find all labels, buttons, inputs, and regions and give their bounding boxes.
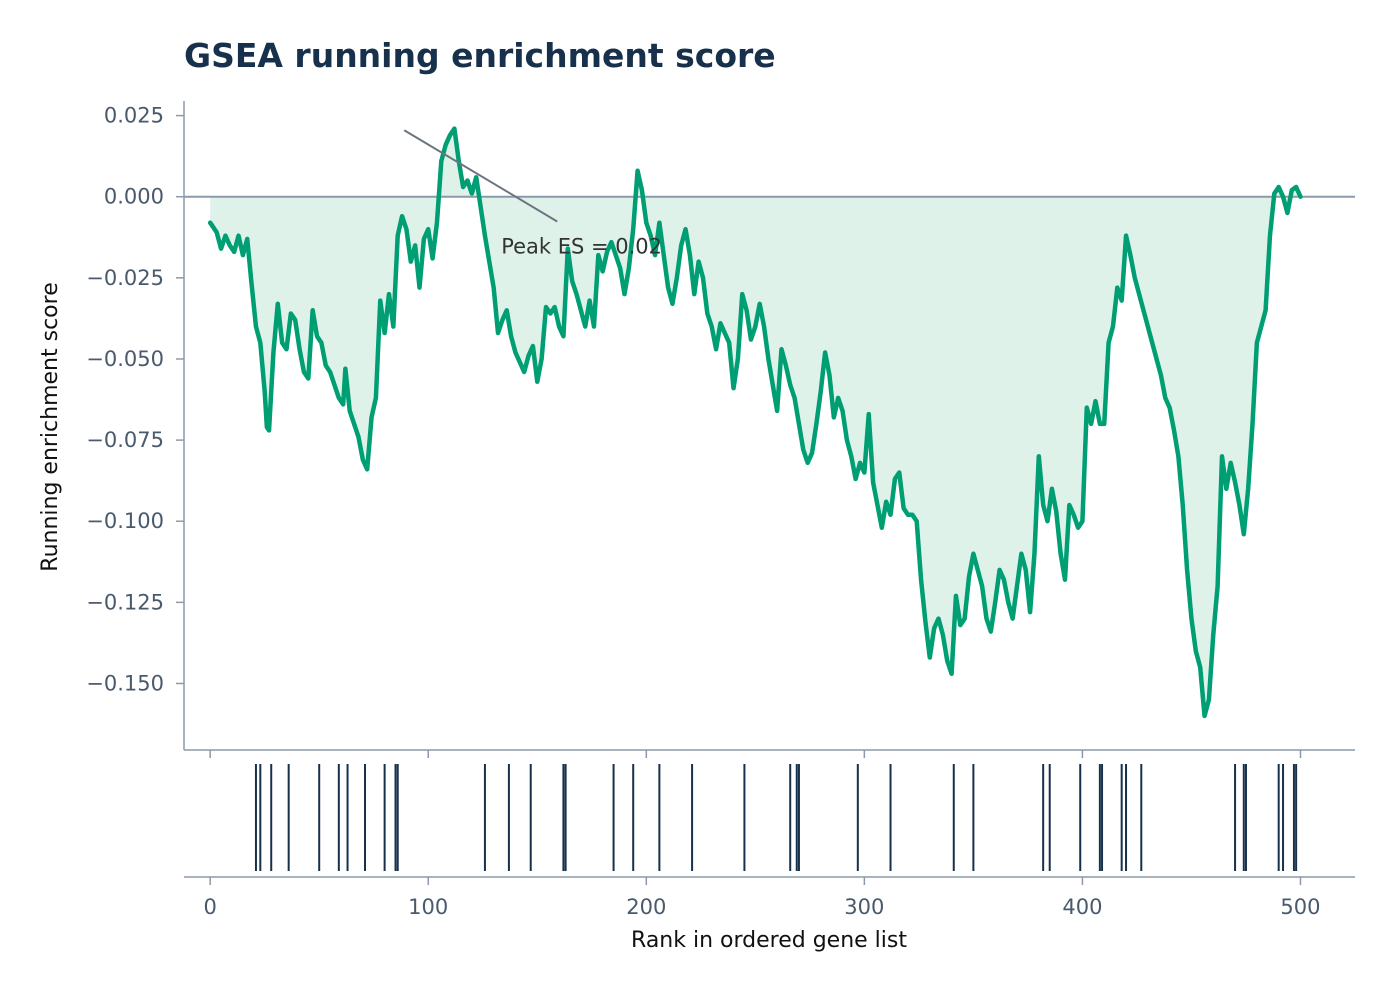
es-series-line: [207, 126, 1303, 719]
y-tick-label: −0.075: [86, 428, 164, 452]
y-tick-label: 0.000: [104, 185, 164, 209]
y-tick-label: −0.100: [86, 509, 164, 533]
peak-annotation-label: Peak ES = 0.02: [501, 235, 662, 259]
x-tick-label: 100: [408, 895, 448, 919]
enrichment-plot-area: Peak ES = 0.02 0.025 0.000 −0.025 −0.050 −0.…: [86, 101, 1355, 758]
x-tick-label: 200: [626, 895, 666, 919]
y-tick-label: −0.050: [86, 347, 164, 371]
y-axis-label: Running enrichment score: [38, 282, 63, 571]
y-tick-label: 0.025: [104, 104, 164, 128]
y-axis-ticks: 0.025 0.000 −0.025 −0.050 −0.075 −0.100 −0.125…: [86, 104, 184, 695]
gene-hit-marks: [254, 763, 1298, 872]
y-tick-label: −0.125: [86, 590, 164, 614]
x-tick-label: 0: [203, 895, 216, 919]
es-area-fill: [210, 128, 1301, 716]
x-tick-label: 500: [1280, 895, 1320, 919]
gene-hit-rug-panel: 0 100 200 300 400 500: [184, 763, 1355, 919]
peak-annotation-connector: [403, 129, 558, 223]
x-tick-label: 400: [1062, 895, 1102, 919]
top-panel-x-ticks: [209, 750, 1302, 758]
x-axis-ticks: 0 100 200 300 400 500: [203, 877, 1321, 919]
chart-title: GSEA running enrichment score: [184, 36, 776, 75]
x-tick-label: 300: [844, 895, 884, 919]
x-axis-label: Rank in ordered gene list: [631, 928, 907, 953]
y-tick-label: −0.025: [86, 266, 164, 290]
y-tick-label: −0.150: [86, 671, 164, 695]
